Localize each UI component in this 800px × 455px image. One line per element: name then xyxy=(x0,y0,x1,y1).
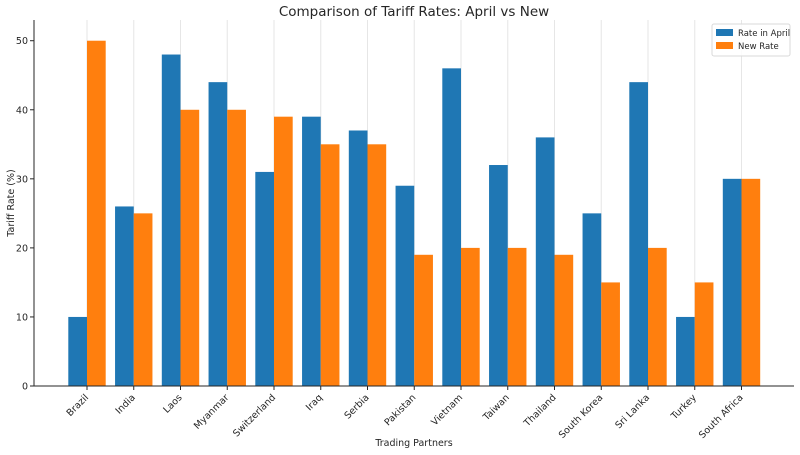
bar-new-rate-myanmar xyxy=(227,109,246,386)
x-tick-label-south-korea: South Korea xyxy=(557,392,605,440)
bar-new-rate-vietnam xyxy=(461,247,480,386)
x-tick-label-sri-lanka: Sri Lanka xyxy=(613,392,652,431)
bar-rate-in-april-south-africa xyxy=(722,178,742,386)
x-tick-label-pakistan: Pakistan xyxy=(382,392,418,428)
bar-rate-in-april-iraq xyxy=(302,116,321,386)
bar-new-rate-laos xyxy=(180,109,200,386)
x-tick-label-serbia: Serbia xyxy=(342,392,371,421)
bar-new-rate-taiwan xyxy=(507,247,527,386)
bar-new-rate-brazil xyxy=(87,40,106,386)
bar-rate-in-april-brazil xyxy=(68,316,87,386)
legend-swatch-rate-in-april xyxy=(716,29,733,36)
x-tick-label-thailand: Thailand xyxy=(521,392,558,429)
bar-new-rate-turkey xyxy=(694,282,714,386)
bar-new-rate-pakistan xyxy=(414,254,433,386)
bar-rate-in-april-thailand xyxy=(535,137,555,386)
bar-rate-in-april-laos xyxy=(161,54,181,387)
x-tick-label-turkey: Turkey xyxy=(669,392,700,423)
x-tick-label-south-africa: South Africa xyxy=(697,392,746,441)
x-axis-label: Trading Partners xyxy=(374,438,452,449)
bar-new-rate-serbia xyxy=(367,144,387,386)
y-axis-label: Tariff Rate (%) xyxy=(6,169,17,237)
x-tick-label-laos: Laos xyxy=(161,392,184,415)
x-tick-label-india: India xyxy=(114,392,138,416)
x-tick-label-switzerland: Switzerland xyxy=(231,392,278,439)
chart-title: Comparison of Tariff Rates: April vs New xyxy=(279,4,549,20)
legend: Rate in April New Rate xyxy=(711,23,791,57)
x-tick-label-taiwan: Taiwan xyxy=(481,392,512,423)
y-tick-label-50: 50 xyxy=(16,36,28,47)
bar-rate-in-april-serbia xyxy=(348,130,368,386)
bar-new-rate-south-africa xyxy=(741,178,761,386)
bar-new-rate-switzerland xyxy=(274,116,293,386)
legend-label-rate-in-april: Rate in April xyxy=(738,29,790,39)
bar-new-rate-iraq xyxy=(320,144,340,386)
legend-swatch-new-rate xyxy=(716,42,733,49)
bar-rate-in-april-switzerland xyxy=(255,171,274,386)
bar-rate-in-april-turkey xyxy=(676,316,695,386)
bars-layer xyxy=(68,40,761,387)
bar-rate-in-april-myanmar xyxy=(208,82,228,386)
y-tick-label-0: 0 xyxy=(22,382,28,393)
bar-rate-in-april-india xyxy=(115,206,134,386)
x-tick-label-brazil: Brazil xyxy=(65,392,92,419)
y-tick-label-40: 40 xyxy=(16,105,28,116)
bar-new-rate-sri-lanka xyxy=(648,247,667,386)
x-tick-label-iraq: Iraq xyxy=(304,392,325,413)
x-tick-label-vietnam: Vietnam xyxy=(429,392,465,428)
bar-rate-in-april-vietnam xyxy=(442,68,461,386)
bar-rate-in-april-south-korea xyxy=(582,213,602,386)
bar-new-rate-south-korea xyxy=(601,282,620,386)
bar-rate-in-april-taiwan xyxy=(489,165,508,386)
y-tick-label-30: 30 xyxy=(16,174,28,185)
legend-label-new-rate: New Rate xyxy=(738,42,779,52)
bar-rate-in-april-sri-lanka xyxy=(629,82,648,386)
bar-new-rate-thailand xyxy=(554,254,574,386)
y-tick-label-10: 10 xyxy=(16,312,28,323)
bar-new-rate-india xyxy=(133,213,153,386)
x-tick-label-myanmar: Myanmar xyxy=(192,392,231,431)
y-tick-label-20: 20 xyxy=(16,243,28,254)
bar-rate-in-april-pakistan xyxy=(395,185,415,386)
